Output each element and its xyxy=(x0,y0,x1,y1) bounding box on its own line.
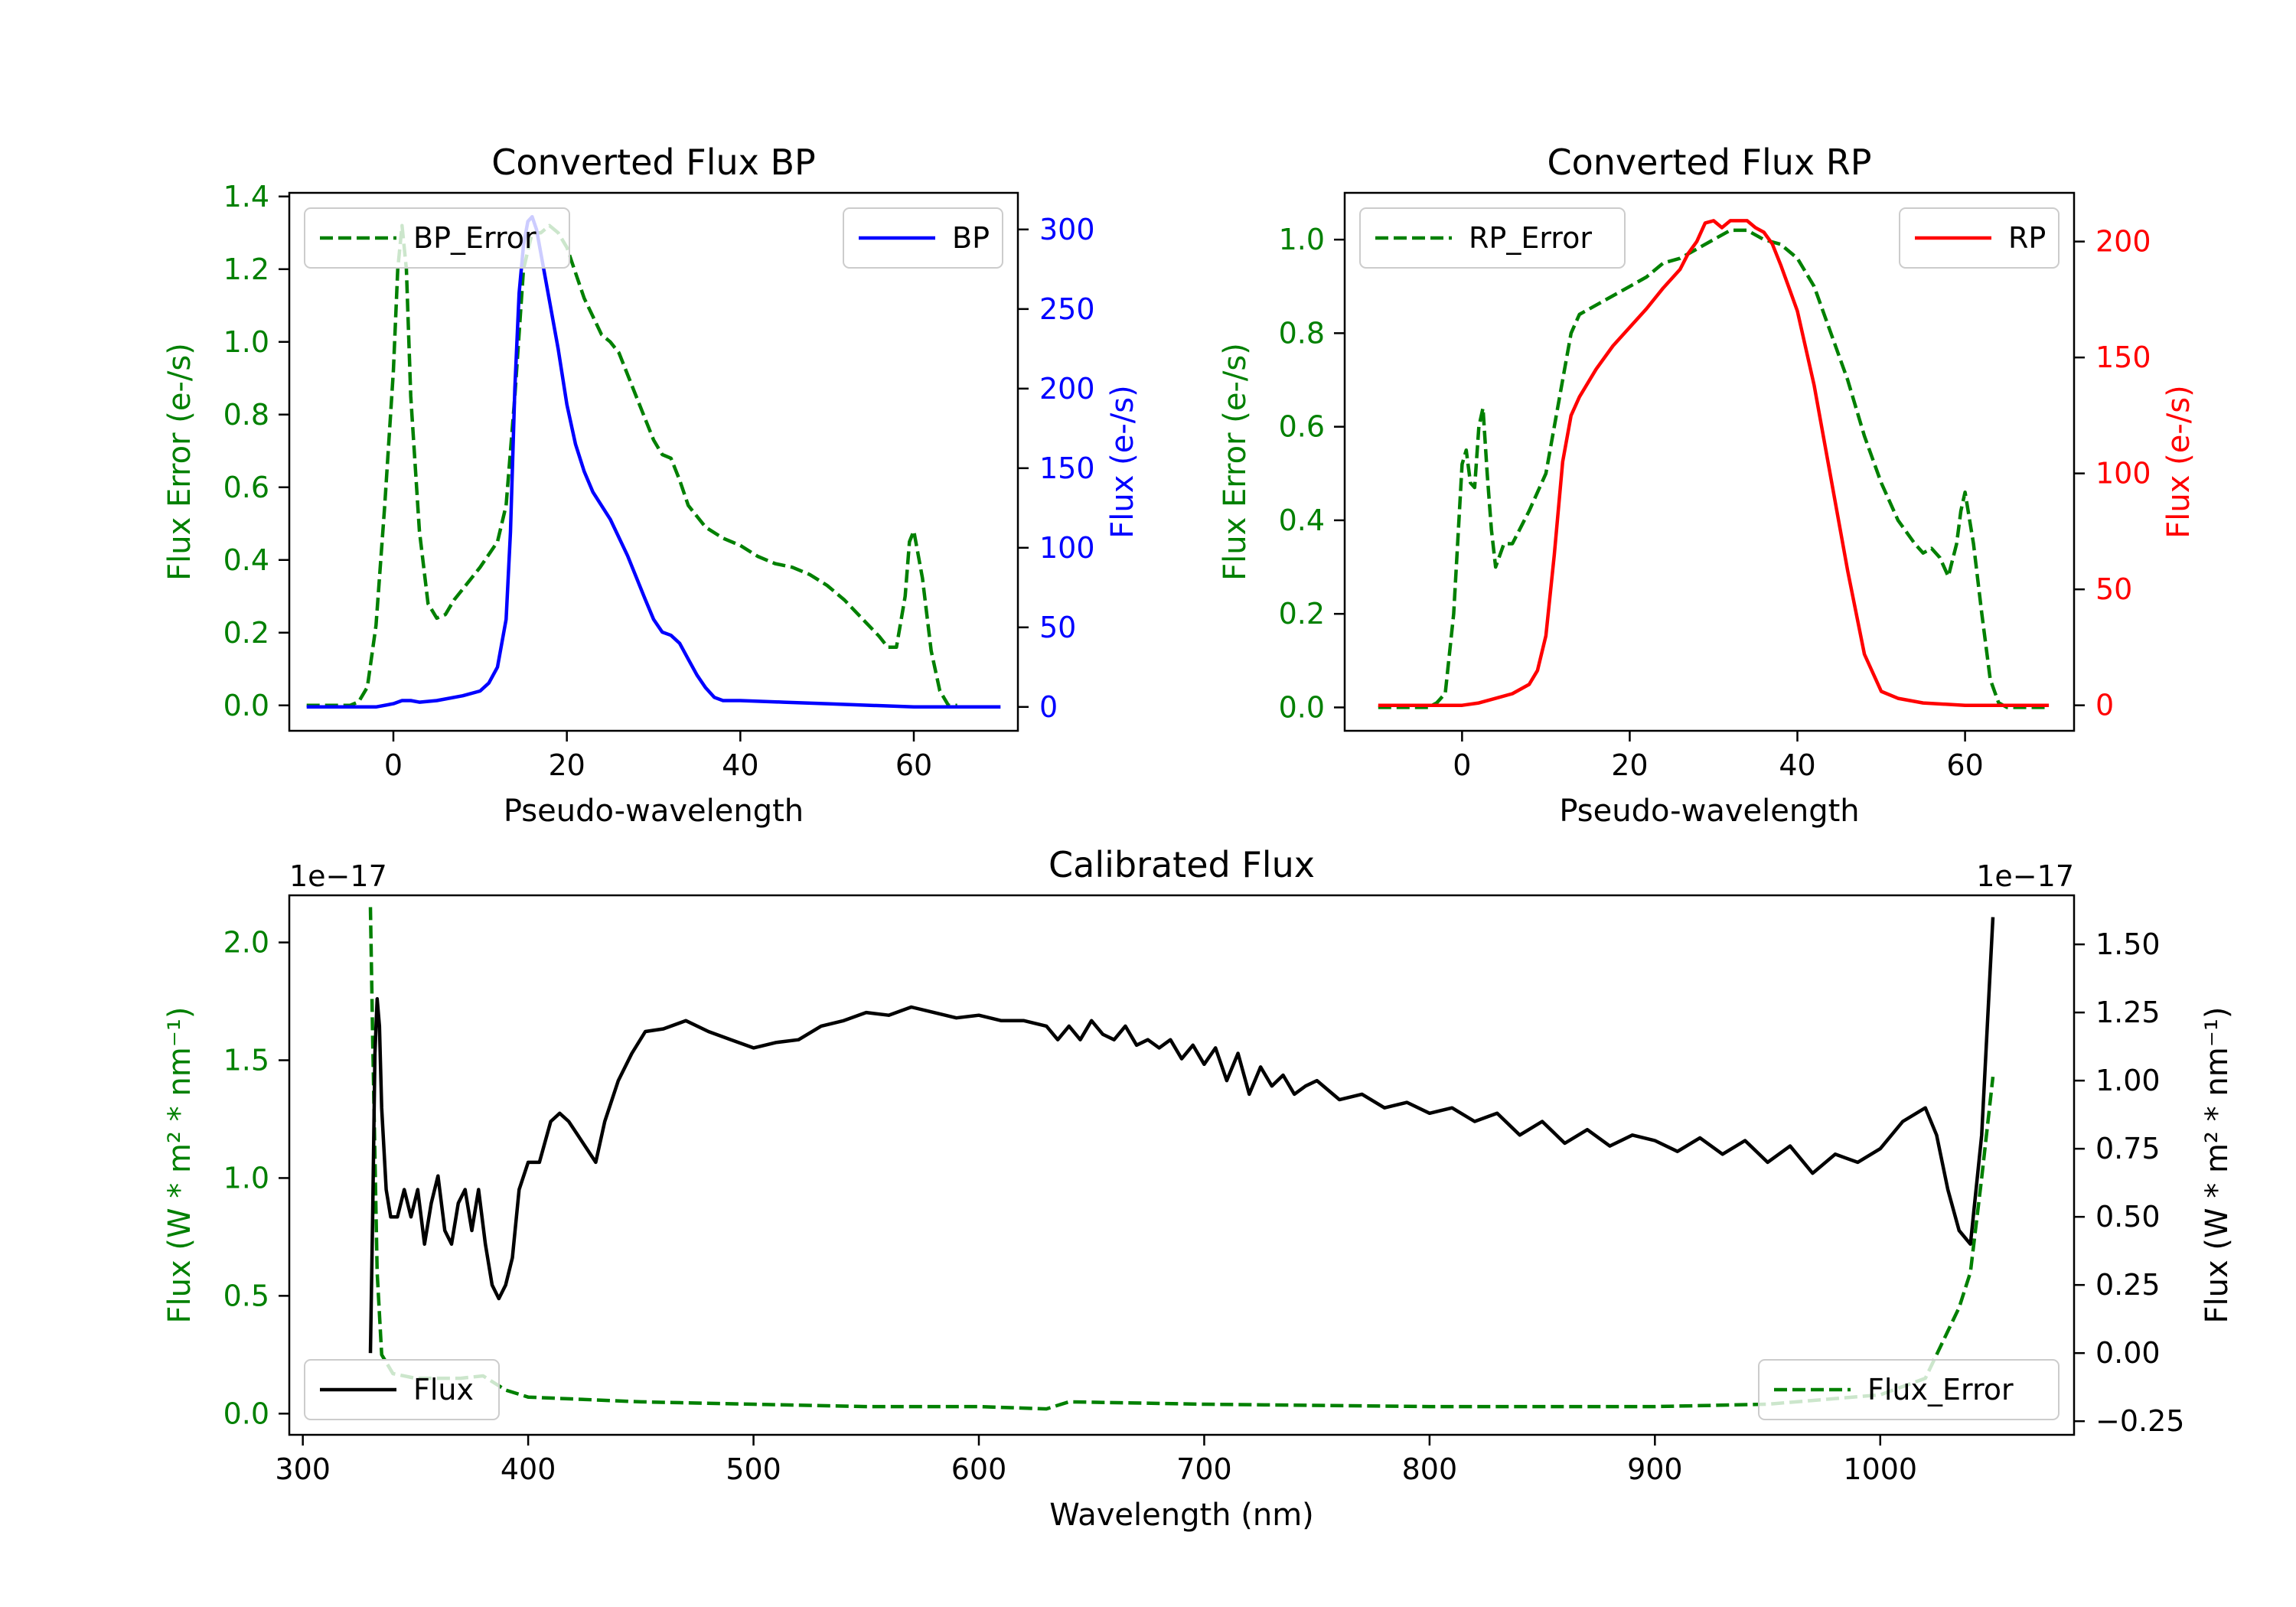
y-tick-label-right: 0 xyxy=(1039,690,1058,724)
x-tick-label: 20 xyxy=(548,748,585,782)
y-tick-label-left: 0.0 xyxy=(223,689,269,722)
plot-area xyxy=(1378,219,2050,709)
y-tick-label-right: 100 xyxy=(2095,457,2151,491)
x-tick-label: 400 xyxy=(501,1452,556,1486)
y-axis-label-left: Flux (W * m² * nm⁻¹) xyxy=(162,1007,197,1324)
y-tick-label-left: 1.2 xyxy=(223,253,269,286)
y-tick-label-right: 250 xyxy=(1039,292,1095,326)
legend-bp: BP xyxy=(843,207,1003,269)
y-tick-label-right: 1.50 xyxy=(2095,927,2161,961)
y-tick-label-left: 2.0 xyxy=(223,926,269,960)
y-axis-label-left: Flux Error (e-/s) xyxy=(162,343,197,581)
y-tick-label-right: 50 xyxy=(1039,611,1076,644)
x-tick-label: 1000 xyxy=(1843,1452,1917,1486)
y-tick-label-left: 0.8 xyxy=(223,398,269,432)
x-tick-label: 0 xyxy=(384,748,403,782)
y-tick-label-right: 200 xyxy=(1039,372,1095,406)
legend-label: RP_Error xyxy=(1469,221,1592,255)
plot-frame xyxy=(1343,191,2076,732)
y-tick-label-right: 0 xyxy=(2095,689,2114,722)
chart-converted-flux-bp: 0 20 40 60 0.0 0.2 0.4 0.6 0.8 1.0 1.2 1.4 0 50 100 150… xyxy=(162,142,1140,829)
series-line-rp xyxy=(1378,219,2050,707)
legend-label: BP xyxy=(952,221,990,255)
legend-box xyxy=(304,1359,500,1420)
series-line-bp-error xyxy=(306,223,957,708)
chart-title: Converted Flux RP xyxy=(1548,142,1872,183)
y-tick-label-left: 0.6 xyxy=(223,471,269,504)
chart-calibrated-flux: 300 400 500 600 700 800 900 1000 0.0 0.5 1.0 1.5 2.0… xyxy=(162,844,2235,1533)
legend-box xyxy=(304,207,570,269)
legend-box xyxy=(1359,207,1626,269)
legend-rp: RP xyxy=(1899,207,2060,269)
y-tick-label-left: 1.5 xyxy=(223,1044,269,1077)
legend-bp-error: BP_Error xyxy=(304,207,570,269)
y-tick-label-right: 0.75 xyxy=(2095,1132,2161,1165)
y-axis-label-left: Flux Error (e-/s) xyxy=(1218,343,1253,581)
y-tick-label-left: 0.2 xyxy=(223,616,269,650)
y-tick-label-right: 300 xyxy=(1039,213,1095,246)
plot-frame xyxy=(288,191,1019,732)
legend-rp-error: RP_Error xyxy=(1359,207,1626,269)
chart-title: Converted Flux BP xyxy=(491,142,816,183)
x-tick-label: 500 xyxy=(726,1452,781,1486)
x-tick-label: 700 xyxy=(1176,1452,1232,1486)
y-tick-label-left: 1.0 xyxy=(223,1161,269,1195)
y-axis-label-right: Flux (e-/s) xyxy=(1105,385,1140,538)
chart-title: Calibrated Flux xyxy=(1049,844,1315,885)
y-tick-label-right: 50 xyxy=(2095,572,2132,606)
scale-label-right: 1e−17 xyxy=(1976,859,2074,893)
chart-converted-flux-rp: 0 20 40 60 0.0 0.2 0.4 0.6 0.8 1.0 0 50 100 150 200 Con… xyxy=(1218,142,2197,829)
x-tick-label: 800 xyxy=(1402,1452,1458,1486)
plot-frame xyxy=(288,894,2076,1436)
y-tick-label-left: 1.4 xyxy=(223,180,269,214)
x-tick-label: 40 xyxy=(722,748,758,782)
y-tick-label-right: 0.50 xyxy=(2095,1200,2161,1234)
y-tick-label-left: 1.0 xyxy=(1279,223,1325,256)
x-axis-label: Wavelength (nm) xyxy=(1049,1498,1314,1533)
x-axis-label: Pseudo-wavelength xyxy=(1559,794,1859,829)
legend-box xyxy=(1758,1359,2060,1420)
series-line-flux xyxy=(368,917,1995,1354)
x-tick-label: 40 xyxy=(1779,748,1815,782)
y-tick-label-right: 0.25 xyxy=(2095,1268,2161,1302)
y-axis-label-right: Flux (W * m² * nm⁻¹) xyxy=(2200,1007,2235,1324)
x-axis-label: Pseudo-wavelength xyxy=(504,794,804,829)
legend-flux: Flux xyxy=(304,1359,500,1420)
legend-label: Flux xyxy=(413,1373,474,1407)
y-tick-label-left: 0.8 xyxy=(1279,316,1325,350)
y-tick-label-right: 150 xyxy=(2095,341,2151,374)
y-axis-label-right: Flux (e-/s) xyxy=(2161,385,2197,538)
y-tick-label-left: 0.6 xyxy=(1279,410,1325,444)
legend-label: Flux_Error xyxy=(1867,1373,2014,1407)
series-line-bp xyxy=(306,214,1001,709)
x-tick-label: 20 xyxy=(1611,748,1648,782)
x-tick-label: 60 xyxy=(1946,748,1983,782)
y-tick-label-left: 1.0 xyxy=(223,325,269,359)
x-tick-label: 0 xyxy=(1453,748,1471,782)
y-tick-label-left: 0.5 xyxy=(223,1279,269,1312)
scale-label-left: 1e−17 xyxy=(289,859,387,893)
y-tick-label-right: 0.00 xyxy=(2095,1336,2161,1370)
y-tick-label-left: 0.2 xyxy=(1279,597,1325,631)
x-tick-label: 900 xyxy=(1627,1452,1683,1486)
legend-label: RP xyxy=(2008,221,2046,255)
plot-area xyxy=(306,214,1001,709)
y-tick-label-right: 150 xyxy=(1039,451,1095,485)
x-tick-label: 600 xyxy=(951,1452,1007,1486)
x-tick-label: 60 xyxy=(895,748,932,782)
y-tick-label-right: 200 xyxy=(2095,225,2151,259)
series-line-rp-error xyxy=(1378,228,2050,709)
y-tick-label-left: 0.0 xyxy=(223,1397,269,1430)
y-tick-label-left: 0.0 xyxy=(1279,690,1325,724)
y-tick-label-right: 1.00 xyxy=(2095,1064,2161,1097)
legend-flux-error: Flux_Error xyxy=(1758,1359,2060,1420)
y-tick-label-right: 100 xyxy=(1039,531,1095,565)
y-tick-label-right: −0.25 xyxy=(2095,1404,2184,1438)
y-tick-label-left: 0.4 xyxy=(223,543,269,577)
legend-label: BP_Error xyxy=(413,221,536,255)
y-tick-label-right: 1.25 xyxy=(2095,996,2161,1029)
y-tick-label-left: 0.4 xyxy=(1279,504,1325,537)
x-tick-label: 300 xyxy=(275,1452,331,1486)
